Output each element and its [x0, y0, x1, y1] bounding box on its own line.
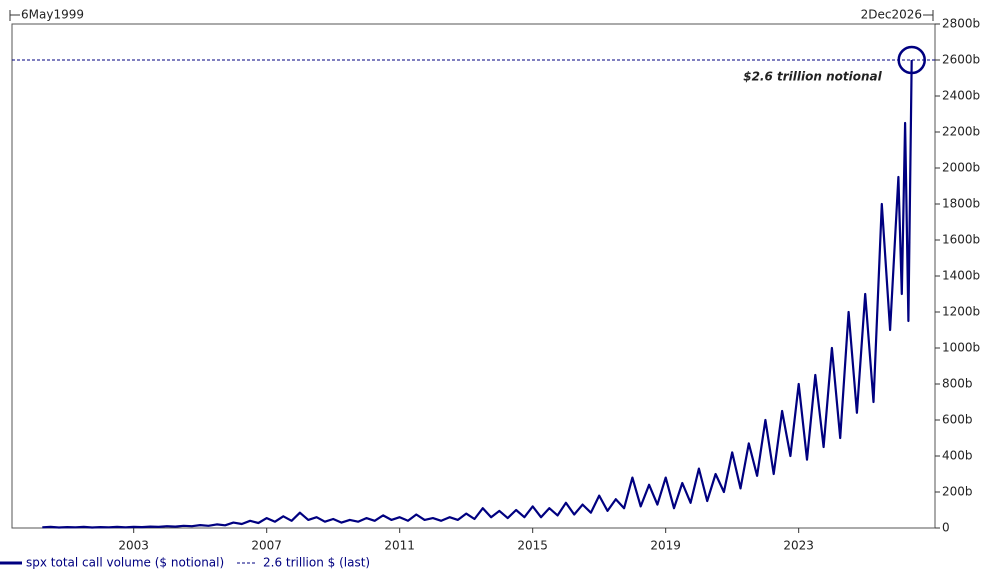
y-tick-label: 0: [942, 521, 950, 535]
annotation: $2.6 trillion notional: [743, 70, 882, 84]
y-tick-label: 600b: [942, 413, 973, 427]
series-line: [42, 59, 913, 529]
last-value-highlight: [897, 45, 926, 75]
y-tick-label: 2600b: [942, 53, 980, 67]
y-tick-label: 2000b: [942, 161, 980, 175]
y-tick-label: 1800b: [942, 197, 980, 211]
x-tick-label: 2011: [384, 539, 415, 553]
y-tick-label: 2200b: [942, 125, 980, 139]
range-start: 6May1999: [21, 8, 84, 22]
x-tick-label: 2019: [650, 539, 681, 553]
y-tick-label: 200b: [942, 485, 973, 499]
y-tick-label: 1400b: [942, 269, 980, 283]
y-tick-label: 400b: [942, 449, 973, 463]
y-tick-label: 1000b: [942, 341, 980, 355]
range-end: 2Dec2026: [861, 8, 922, 22]
legend-label: spx total call volume ($ notional): [26, 556, 224, 570]
x-tick-label: 2003: [118, 539, 149, 553]
y-tick-label: 1200b: [942, 305, 980, 319]
legend-label: 2.6 trillion $ (last): [263, 556, 370, 570]
y-tick-label: 1600b: [942, 233, 980, 247]
x-tick-label: 2015: [517, 539, 548, 553]
y-tick-label: 2800b: [942, 17, 980, 31]
y-tick-label: 800b: [942, 377, 973, 391]
y-tick-label: 2400b: [942, 89, 980, 103]
plot-frame: [11, 23, 936, 529]
x-tick-label: 2023: [783, 539, 814, 553]
x-tick-label: 2007: [251, 539, 282, 553]
